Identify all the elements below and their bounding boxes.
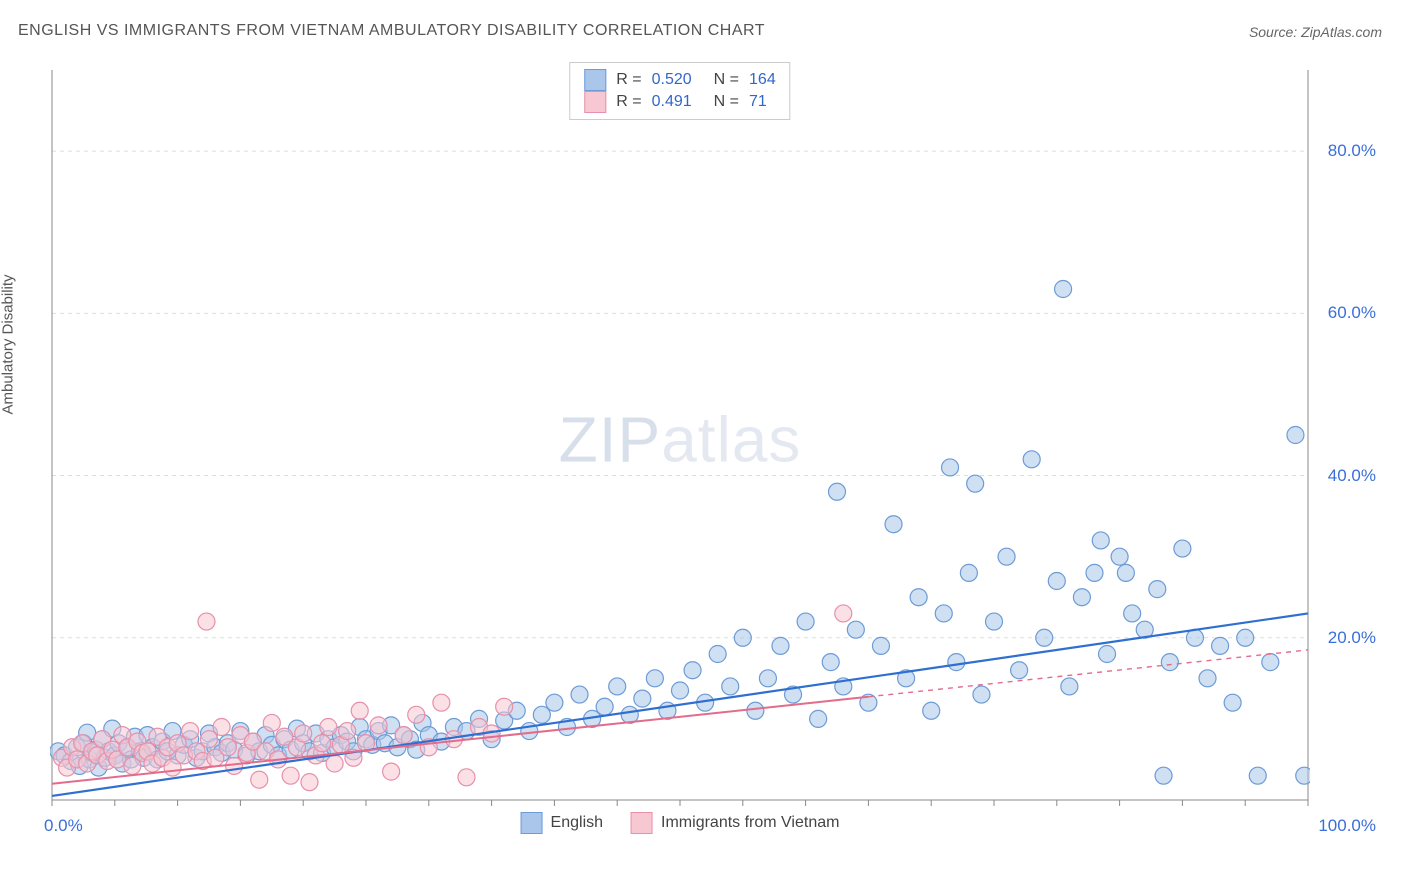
x-axis-min-label: 0.0% <box>44 816 83 836</box>
swatch-vietnam <box>584 91 606 113</box>
scatter-chart <box>50 62 1310 832</box>
y-tick-label: 20.0% <box>1328 628 1376 648</box>
page-title: ENGLISH VS IMMIGRANTS FROM VIETNAM AMBUL… <box>18 22 765 40</box>
legend-series: English Immigrants from Vietnam <box>521 812 840 834</box>
y-tick-label: 80.0% <box>1328 141 1376 161</box>
legend-correlation: R = 0.520 N = 164 R = 0.491 N = 71 <box>569 62 790 120</box>
legend-row-vietnam: R = 0.491 N = 71 <box>584 91 775 113</box>
source-attribution: Source: ZipAtlas.com <box>1249 24 1382 40</box>
legend-item-english: English <box>521 812 603 834</box>
swatch-english <box>584 69 606 91</box>
legend-row-english: R = 0.520 N = 164 <box>584 69 775 91</box>
y-tick-label: 60.0% <box>1328 303 1376 323</box>
swatch-english-icon <box>521 812 543 834</box>
y-tick-label: 40.0% <box>1328 466 1376 486</box>
legend-item-vietnam: Immigrants from Vietnam <box>631 812 839 834</box>
y-axis-label: Ambulatory Disability <box>0 274 17 414</box>
swatch-vietnam-icon <box>631 812 653 834</box>
x-axis-max-label: 100.0% <box>1318 816 1376 836</box>
chart-area: ZIPatlas R = 0.520 N = 164 R = 0.491 N =… <box>50 62 1310 832</box>
